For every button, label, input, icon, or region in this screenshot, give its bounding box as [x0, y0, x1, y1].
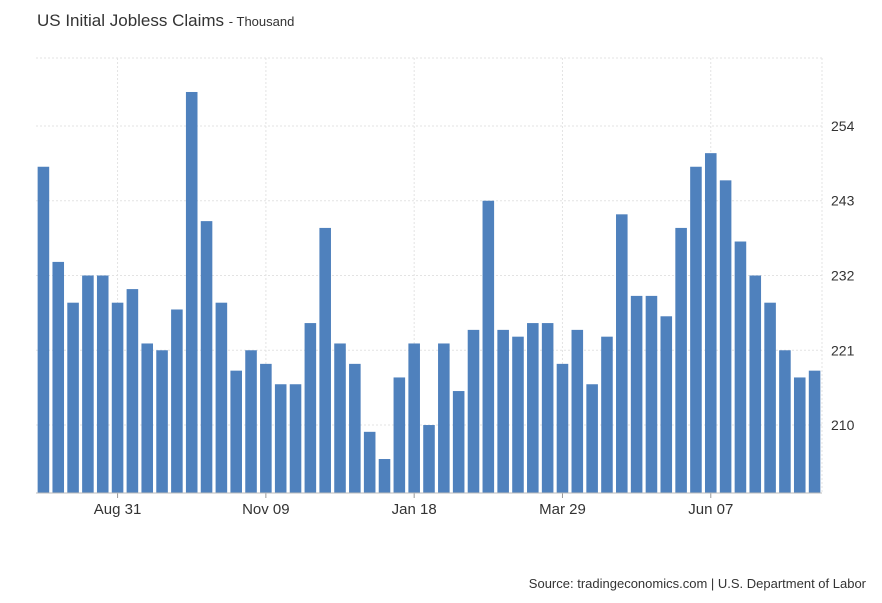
- bar: [616, 214, 628, 493]
- bar: [96, 275, 109, 493]
- bar: [586, 384, 598, 493]
- bar: [423, 425, 435, 493]
- bar: [601, 336, 613, 493]
- bar: [630, 295, 643, 493]
- x-tick-label: Mar 29: [539, 501, 586, 518]
- bar: [497, 329, 509, 493]
- bar: [808, 370, 821, 493]
- bar: [793, 377, 806, 493]
- chart-title: US Initial Jobless Claims - Thousand: [37, 11, 294, 31]
- bar: [690, 166, 702, 493]
- bar: [185, 91, 198, 493]
- x-tick-label: Jun 07: [688, 501, 733, 518]
- y-tick-label: 221: [831, 342, 855, 358]
- bar: [719, 180, 732, 493]
- bar: [512, 336, 524, 493]
- bar: [527, 323, 539, 493]
- bar: [393, 377, 406, 493]
- bar: [230, 370, 242, 493]
- bar: [571, 329, 584, 493]
- bar: [704, 153, 717, 493]
- bar: [452, 391, 465, 493]
- bar: [467, 329, 480, 493]
- bar: [141, 343, 154, 493]
- y-tick-label: 243: [831, 193, 855, 209]
- bar: [200, 221, 213, 493]
- bar: [289, 384, 302, 493]
- bar: [541, 323, 554, 493]
- bar: [215, 302, 228, 493]
- bar: [675, 227, 687, 493]
- chart-title-unit: - Thousand: [228, 14, 295, 29]
- bar: [334, 343, 346, 493]
- bar: [349, 363, 361, 493]
- bar: [82, 275, 94, 493]
- x-tick-label: Aug 31: [94, 501, 142, 518]
- x-tick-label: Jan 18: [392, 501, 437, 518]
- y-tick-label: 210: [831, 417, 855, 433]
- bar: [245, 350, 257, 493]
- bar: [749, 275, 762, 493]
- bar: [734, 241, 747, 493]
- bar: [556, 363, 569, 493]
- y-tick-label: 254: [831, 118, 855, 134]
- bar: [779, 350, 791, 493]
- bar: [274, 384, 287, 493]
- bar: [378, 459, 391, 493]
- source-credit: Source: tradingeconomics.com | U.S. Depa…: [528, 576, 866, 591]
- bar: [408, 343, 420, 493]
- bar: [156, 350, 168, 493]
- bars: [37, 91, 821, 493]
- bar: [260, 363, 272, 493]
- bar: [304, 323, 317, 493]
- x-tick-label: Nov 09: [242, 501, 290, 518]
- bar: [438, 343, 450, 493]
- bar: [37, 166, 50, 493]
- bar: [764, 302, 776, 493]
- bar: [363, 431, 376, 493]
- axes: 210 221 232 243 254 Aug 31 Nov 09 Jan 18 Mar 29 J…: [36, 118, 855, 518]
- bar: [52, 261, 65, 493]
- bar: [645, 295, 658, 493]
- bar: [482, 200, 495, 493]
- y-tick-label: 232: [831, 268, 855, 284]
- bar: [319, 227, 331, 493]
- bar: [171, 309, 183, 493]
- bar: [111, 302, 124, 493]
- bar: [67, 302, 79, 493]
- bar: [126, 289, 139, 493]
- bar: [660, 316, 673, 493]
- chart-title-main: US Initial Jobless Claims: [37, 11, 225, 30]
